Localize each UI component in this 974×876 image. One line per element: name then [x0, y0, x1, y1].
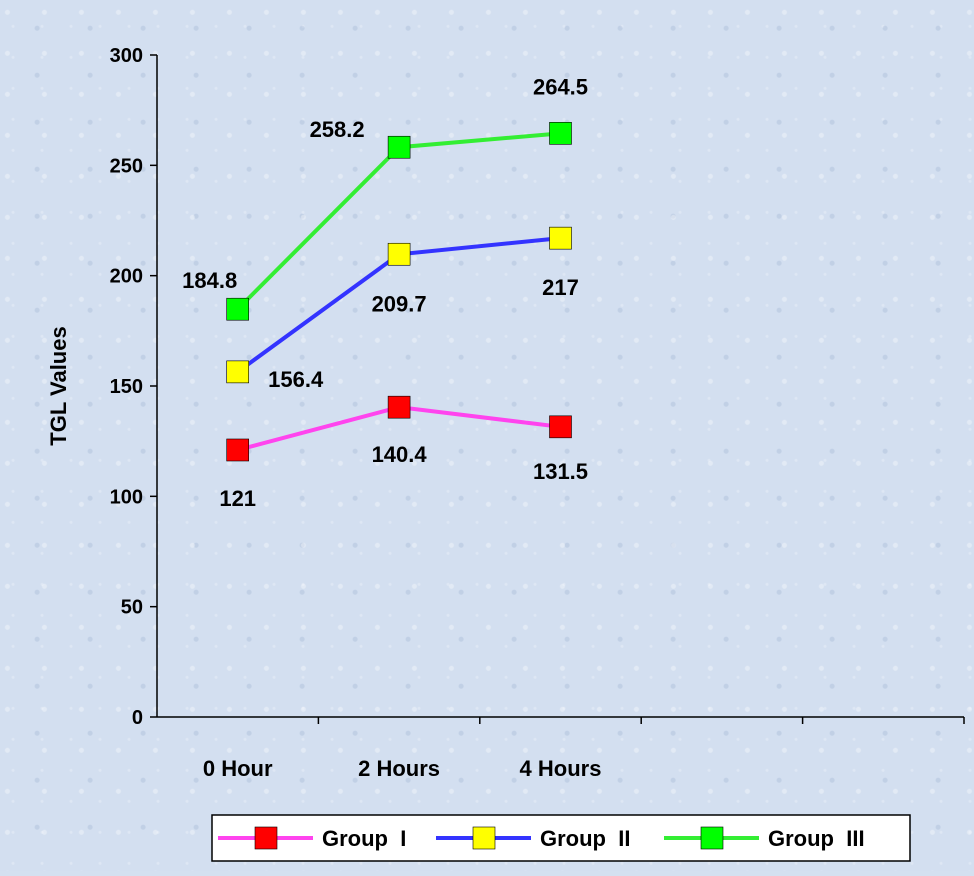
legend-label: Group III	[768, 826, 865, 851]
data-label: 264.5	[533, 74, 588, 99]
y-tick-label: 250	[110, 155, 143, 177]
y-tick-label: 200	[110, 266, 143, 288]
y-tick-label: 300	[110, 45, 143, 67]
data-label: 209.7	[372, 291, 427, 316]
x-tick-label: 4 Hours	[520, 756, 602, 781]
legend-marker-swatch	[700, 826, 724, 850]
data-point-marker	[226, 297, 249, 321]
legend-marker-swatch	[472, 826, 496, 850]
data-label: 217	[542, 275, 579, 300]
x-tick-label: 0 Hour	[203, 756, 273, 781]
series-line	[236, 131, 561, 311]
data-point-marker	[387, 395, 411, 419]
data-label: 140.4	[372, 442, 428, 467]
legend-marker-swatch	[254, 826, 278, 850]
legend-box	[211, 814, 911, 862]
data-point-marker	[387, 135, 411, 159]
y-tick-label: 50	[121, 597, 143, 619]
legend-label: Group I	[322, 826, 406, 851]
legend: Group I Group II Group III	[211, 814, 911, 862]
data-label: 131.5	[533, 459, 588, 484]
data-label: 184.8	[182, 268, 237, 293]
data-point-marker	[549, 226, 572, 250]
data-label: 258.2	[310, 117, 365, 142]
ticks: 0 50 100 150 200 250 300 0 Hour 2 Hours 4 Hours	[110, 45, 965, 781]
y-tick-label: 100	[110, 486, 143, 508]
data-label: 121	[219, 486, 256, 511]
data-point-marker	[549, 415, 572, 439]
data-point-marker	[226, 360, 249, 384]
data-point-marker	[387, 242, 411, 266]
y-axis-label: TGL Values	[46, 326, 71, 445]
x-tick-label: 2 Hours	[358, 756, 440, 781]
data-label: 156.4	[268, 367, 324, 392]
data-labels: 121 140.4 131.5 156.4 209.7 217 184.8 258.2 264.…	[182, 74, 588, 511]
axes: TGL Values	[46, 55, 964, 718]
y-tick-label: 0	[132, 707, 143, 729]
series	[226, 122, 572, 462]
legend-label: Group II	[540, 826, 630, 851]
y-tick-label: 150	[110, 376, 143, 398]
data-point-marker	[549, 122, 572, 145]
data-point-marker	[226, 438, 249, 462]
